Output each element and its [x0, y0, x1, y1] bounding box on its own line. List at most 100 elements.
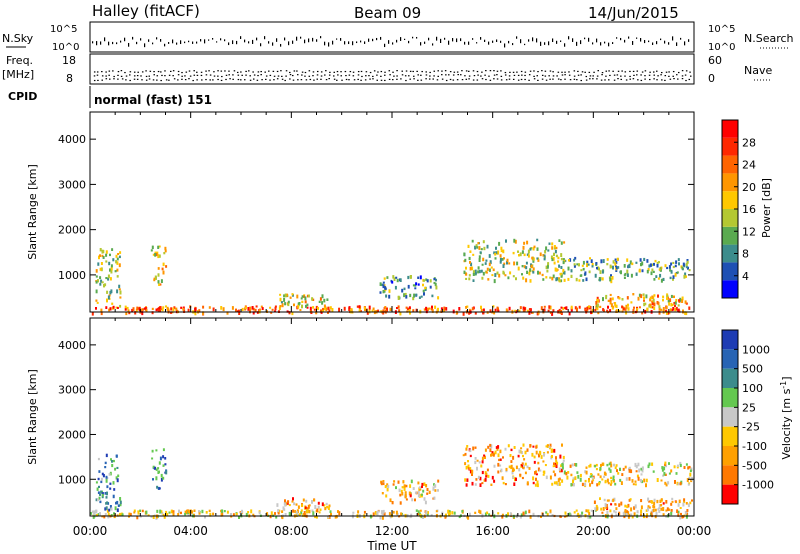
echo-cell: [548, 242, 551, 245]
echo-cell: [404, 491, 407, 494]
echo-cell: [662, 277, 665, 281]
echo-cell: [491, 274, 494, 277]
colorbar-tick-label: -25: [742, 421, 760, 434]
echo-cell: [497, 309, 500, 312]
nsky-panel: [89, 21, 695, 53]
echo-cell: [531, 256, 534, 260]
echo-cell: [108, 473, 111, 476]
echo-cell: [605, 294, 608, 297]
freq-tick: [137, 71, 139, 73]
echo-cell: [670, 511, 673, 516]
echo-cell: [631, 262, 634, 266]
freq-tick: [585, 79, 588, 81]
echo-cell: [166, 307, 169, 311]
freq-tick: [148, 75, 151, 77]
freq-tick: [472, 79, 475, 81]
echo-cell: [515, 277, 517, 281]
nsky-tick: [544, 42, 546, 45]
echo-cell: [111, 460, 113, 463]
echo-cell: [440, 307, 443, 310]
echo-cell: [667, 481, 670, 485]
echo-cell: [414, 284, 417, 287]
echo-cell: [529, 247, 532, 251]
echo-cell: [458, 307, 461, 311]
echo-cell: [155, 308, 158, 312]
echo-cell: [525, 266, 528, 270]
echo-cell: [524, 450, 527, 455]
echo-cell: [109, 253, 111, 257]
nsky-tick: [364, 41, 366, 44]
echo-cell: [641, 269, 644, 273]
echo-cell: [448, 510, 451, 513]
freq-tick: [345, 74, 347, 77]
freq-tick: [253, 74, 256, 76]
echo-cell: [312, 306, 315, 309]
echo-cell: [288, 311, 291, 315]
echo-cell: [116, 466, 119, 469]
echo-cell: [323, 307, 326, 311]
freq-tick: [168, 74, 171, 76]
echo-cell: [589, 257, 591, 260]
echo-cell: [411, 498, 414, 502]
colorbar-segment: [722, 446, 738, 466]
echo-cell: [338, 307, 341, 312]
freq-tick: [269, 79, 271, 81]
echo-cell: [685, 262, 688, 266]
echo-cell: [104, 492, 107, 495]
echo-cell: [352, 511, 355, 514]
echo-cell: [497, 453, 500, 458]
nsky-tick: [468, 41, 470, 45]
echo-cell: [407, 284, 410, 289]
colorbar-segment: [722, 120, 738, 138]
echo-cell: [521, 273, 523, 276]
echo-cell: [612, 475, 615, 479]
freq-tick: [493, 70, 495, 72]
echo-cell: [616, 469, 618, 473]
nsky-tick: [448, 40, 450, 45]
echo-cell: [445, 513, 447, 517]
freq-tick: [273, 75, 276, 77]
nsky-tick: [508, 40, 510, 44]
echo-cell: [409, 293, 412, 298]
echo-cell: [505, 308, 508, 312]
nsky-tick: [336, 38, 338, 40]
echo-cell: [522, 454, 524, 458]
echo-cell: [116, 306, 119, 309]
echo-cell: [532, 512, 535, 517]
echo-cell: [383, 512, 386, 516]
freq-tick: [552, 75, 555, 77]
echo-cell: [610, 279, 613, 284]
echo-cell: [554, 473, 557, 477]
echo-cell: [685, 275, 687, 278]
echo-cell: [101, 472, 104, 476]
echo-cell: [319, 297, 322, 301]
freq-tick: [537, 79, 539, 81]
freq-tick: [368, 75, 370, 77]
echo-cell: [514, 239, 517, 244]
freq-tick: [472, 70, 475, 72]
echo-cell: [418, 486, 421, 489]
freq-tick: [616, 74, 619, 76]
echo-cell: [606, 258, 609, 261]
echo-cell: [292, 497, 294, 501]
freq-tick: [592, 78, 594, 80]
echo-cell: [467, 244, 470, 248]
echo-cell: [549, 475, 552, 480]
echo-cell: [384, 286, 387, 290]
echo-cell: [184, 512, 187, 516]
echo-cell: [471, 472, 473, 476]
echo-cell: [244, 306, 247, 310]
freq-tick: [352, 71, 355, 73]
echo-cell: [529, 515, 532, 519]
nsky-tick: [360, 40, 362, 43]
echo-cell: [110, 264, 113, 268]
echo-cell: [396, 307, 398, 310]
freq-tick: [244, 79, 246, 81]
echo-cell: [648, 462, 651, 466]
echo-cell: [485, 271, 488, 274]
echo-cell: [607, 299, 610, 302]
freq-tick: [516, 71, 518, 73]
freq-tick: [452, 74, 455, 76]
echo-cell: [532, 445, 535, 448]
echo-cell: [471, 239, 474, 243]
